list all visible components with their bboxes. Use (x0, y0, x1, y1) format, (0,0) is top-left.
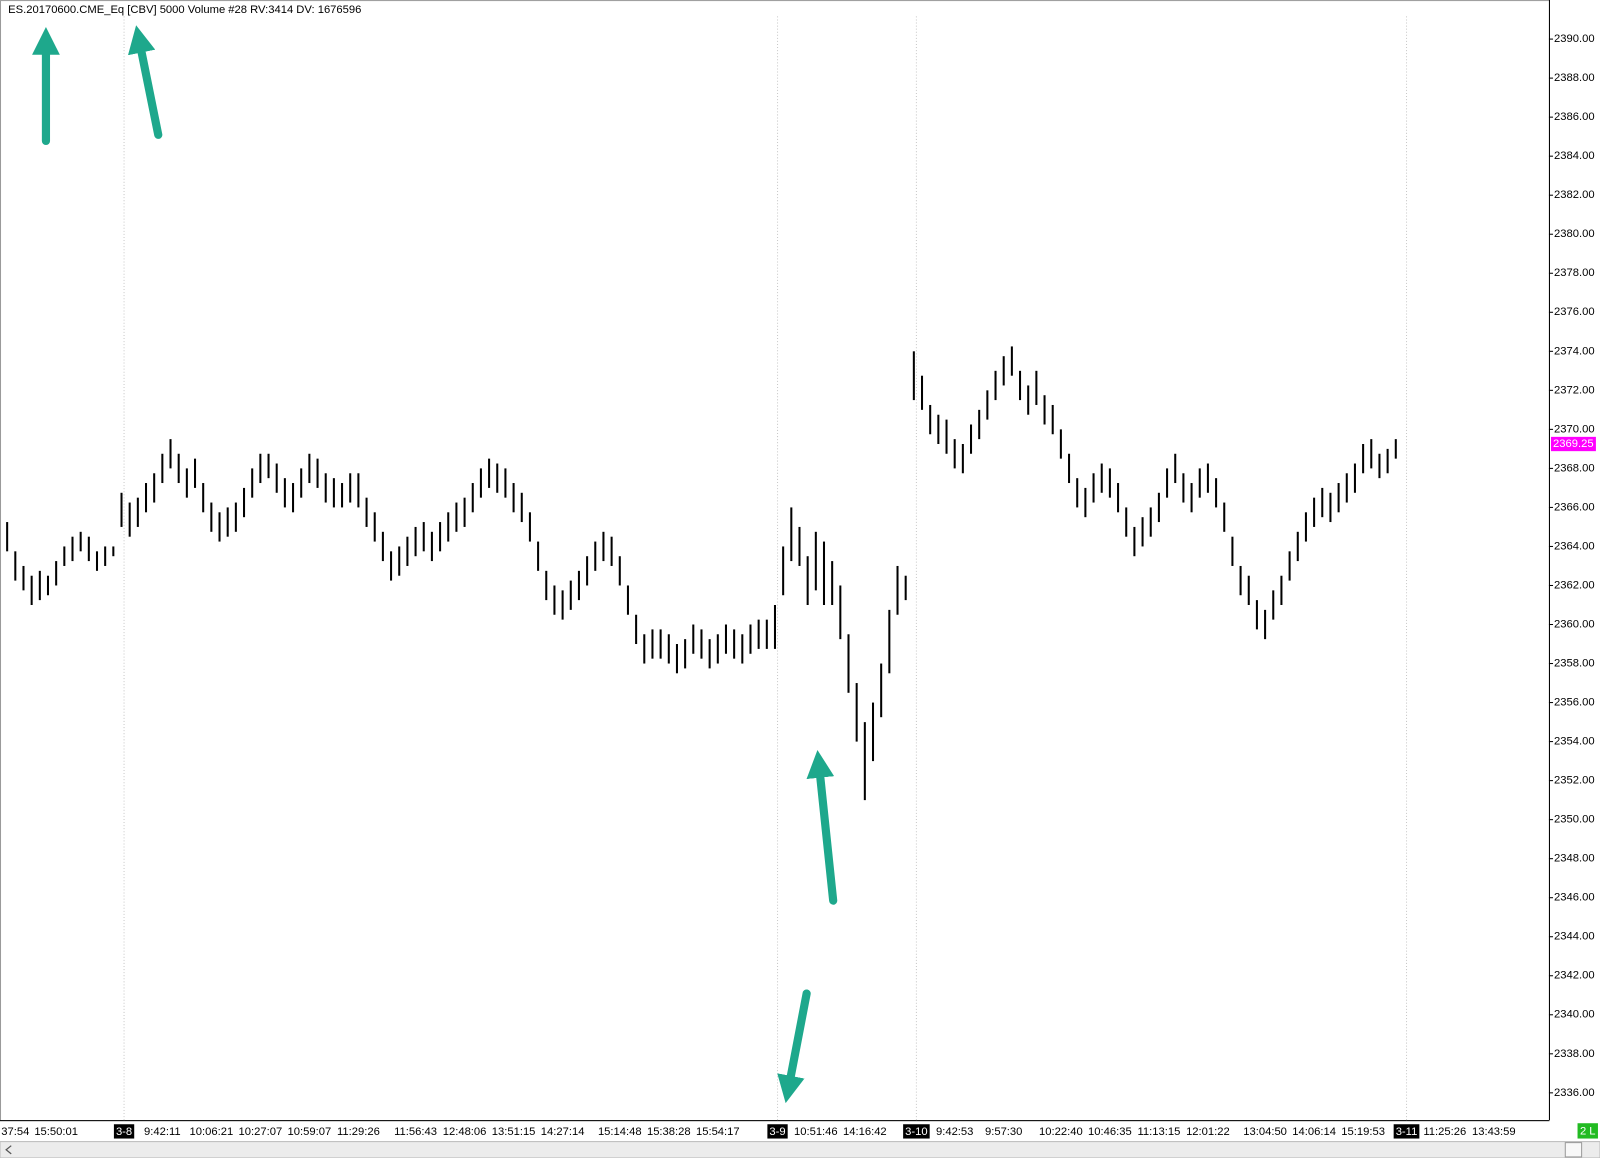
x-tick-label: 15:54:17 (696, 1126, 740, 1138)
arrow (777, 989, 811, 1104)
arrow (128, 25, 163, 139)
x-tick-label: 9:57:30 (985, 1126, 1022, 1138)
x-tick-label: 15:38:28 (647, 1126, 691, 1138)
x-tick-label: 11:13:15 (1137, 1126, 1180, 1138)
x-tick-label: 12:01:22 (1186, 1126, 1230, 1138)
x-tick-label: 11:29:26 (337, 1126, 380, 1138)
x-tick-label: 15:14:48 (598, 1126, 642, 1138)
y-tick-label: 2340.00 (1554, 1009, 1595, 1021)
date-label-box (1393, 1124, 1420, 1139)
annotation-arrows (32, 25, 838, 1104)
date-label: 3-9 (769, 1126, 785, 1138)
x-tick-label: 12:48:06 (443, 1126, 487, 1138)
y-tick-label: 2342.00 (1554, 970, 1595, 982)
x-tick-label: 14:27:14 (541, 1126, 585, 1138)
y-tick-label: 2358.00 (1554, 658, 1595, 670)
date-label: 3-11 (1396, 1126, 1418, 1138)
x-tick-label: 13:51:15 (492, 1126, 536, 1138)
x-tick-label: 15:50:01 (34, 1126, 78, 1138)
date-label: 3-10 (905, 1126, 927, 1138)
y-tick-label: 2350.00 (1554, 814, 1595, 826)
y-tick-label: 2376.00 (1554, 306, 1595, 318)
scroll-left[interactable] (5, 1145, 12, 1155)
y-tick-label: 2390.00 (1554, 33, 1595, 45)
y-tick-label: 2346.00 (1554, 892, 1595, 904)
y-tick-label: 2384.00 (1554, 150, 1595, 162)
x-tick-label: 10:22:40 (1039, 1126, 1083, 1138)
x-tick-label: 10:46:35 (1088, 1126, 1132, 1138)
x-tick-label: 15:19:53 (1341, 1126, 1385, 1138)
date-label-box (767, 1124, 788, 1139)
x-tick-label: 11:56:43 (394, 1126, 437, 1138)
y-tick-label: 2368.00 (1554, 462, 1595, 474)
y-tick-label: 2388.00 (1554, 72, 1595, 84)
y-tick-label: 2352.00 (1554, 775, 1595, 787)
x-tick-label: 13:04:50 (1243, 1126, 1287, 1138)
x-tick-label: 10:27:07 (239, 1126, 283, 1138)
y-tick-label: 2378.00 (1554, 267, 1595, 279)
date-label: 3-8 (116, 1126, 132, 1138)
y-tick-label: 2344.00 (1554, 931, 1595, 943)
scroll-thumb[interactable] (1564, 1142, 1583, 1158)
arrow (806, 750, 838, 905)
status-label: 2 L (1580, 1125, 1596, 1137)
y-tick-label: 2382.00 (1554, 189, 1595, 201)
last-price-label: 2369.25 (1553, 438, 1594, 450)
status-box (1577, 1123, 1598, 1139)
x-tick-label: 13:43:59 (1472, 1126, 1516, 1138)
y-tick-label: 2370.00 (1554, 423, 1595, 435)
scrollbar[interactable] (0, 1141, 1600, 1158)
plot-border (0, 0, 1550, 1122)
y-tick-label: 2374.00 (1554, 345, 1595, 357)
y-tick-label: 2336.00 (1554, 1087, 1595, 1099)
last-price-box (1550, 436, 1596, 452)
y-tick-label: 2380.00 (1554, 228, 1595, 240)
y-tick-label: 2364.00 (1554, 540, 1595, 552)
x-tick-label: 10:51:46 (794, 1126, 838, 1138)
y-tick-label: 2348.00 (1554, 853, 1595, 865)
x-tick-label: 14:16:42 (843, 1126, 887, 1138)
y-tick-label: 2386.00 (1554, 111, 1595, 123)
x-tick-label: 14:06:14 (1292, 1126, 1336, 1138)
x-tick-label: 11:25:26 (1423, 1126, 1466, 1138)
chart-title: ES.20170600.CME_Eq [CBV] 5000 Volume #28… (8, 4, 361, 16)
y-tick-label: 2362.00 (1554, 579, 1595, 591)
y-tick-label: 2354.00 (1554, 736, 1595, 748)
date-label-box (113, 1124, 135, 1139)
x-tick-label: 9:42:11 (144, 1126, 181, 1138)
y-tick-label: 2356.00 (1554, 697, 1595, 709)
x-tick-label: 10:06:21 (190, 1126, 234, 1138)
y-tick-label: 2366.00 (1554, 501, 1595, 513)
x-tick-label: 9:42:53 (936, 1126, 973, 1138)
x-tick-label: 37:54 (1, 1126, 29, 1138)
y-tick-label: 2338.00 (1554, 1048, 1595, 1060)
y-tick-label: 2372.00 (1554, 384, 1595, 396)
x-tick-label: 10:59:07 (288, 1126, 332, 1138)
y-tick-label: 2360.00 (1554, 618, 1595, 630)
date-label-box (903, 1124, 930, 1139)
